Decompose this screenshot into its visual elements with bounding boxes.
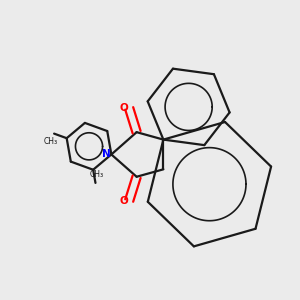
Text: CH₃: CH₃ — [44, 137, 58, 146]
Text: O: O — [119, 196, 128, 206]
Text: CH₃: CH₃ — [89, 170, 103, 179]
Text: N: N — [102, 149, 110, 159]
Text: O: O — [119, 103, 128, 113]
